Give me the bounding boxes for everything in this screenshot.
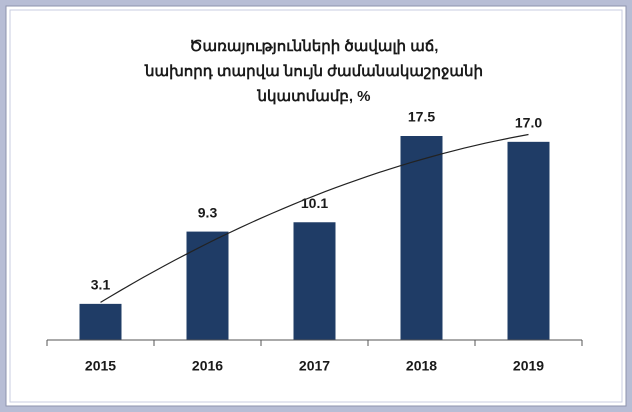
data-label: 17.0	[515, 115, 542, 131]
bar	[507, 141, 550, 340]
x-tick-label: 2016	[192, 358, 223, 374]
bar	[293, 222, 336, 340]
chart-title: Ծառայությունների ծավալի աճ,	[190, 38, 439, 55]
x-tick-label: 2017	[299, 358, 330, 374]
data-label: 9.3	[198, 204, 218, 220]
x-tick-label: 2019	[513, 358, 544, 374]
x-tick-label: 2015	[85, 358, 116, 374]
data-label: 3.1	[91, 277, 111, 293]
data-label: 10.1	[301, 195, 328, 211]
chart-title: նախորդ տարվա նույն ժամանակաշրջանի	[144, 63, 483, 80]
bar	[186, 231, 229, 340]
bar	[79, 303, 122, 340]
trendline	[100, 133, 529, 303]
x-tick-label: 2018	[406, 358, 437, 374]
data-label: 17.5	[408, 109, 435, 125]
chart-title: նկատմամբ, %	[256, 88, 370, 105]
bar	[400, 136, 443, 340]
